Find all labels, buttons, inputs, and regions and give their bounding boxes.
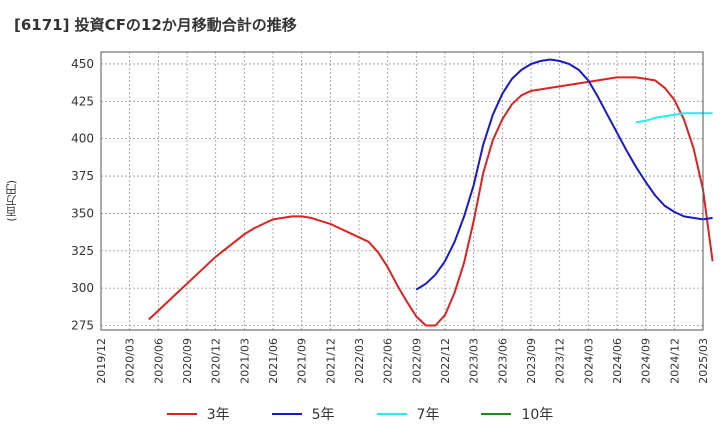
grid-layer bbox=[100, 52, 704, 330]
y-tick-label: 450 bbox=[71, 57, 94, 71]
legend-swatch bbox=[376, 413, 407, 415]
y-tick-label: 350 bbox=[71, 206, 94, 220]
legend-label: 5年 bbox=[311, 407, 335, 423]
legend-label: 10年 bbox=[521, 407, 554, 423]
x-tick-label: 2023/12 bbox=[554, 338, 567, 384]
legend-label: 7年 bbox=[416, 407, 440, 423]
x-tick-label: 2023/03 bbox=[468, 338, 481, 384]
x-tick-label: 2021/03 bbox=[238, 338, 251, 384]
axis-layer: 275 300 325 350 375 400 425 450 2019/12 2020/03 20… bbox=[71, 51, 710, 384]
y-tick-label: 375 bbox=[71, 169, 94, 183]
x-tick-label: 2019/12 bbox=[95, 338, 108, 384]
x-tick-label: 2020/12 bbox=[210, 338, 223, 384]
x-tick-label: 2025/03 bbox=[697, 338, 710, 384]
legend-item: 5年 bbox=[271, 404, 335, 424]
legend-swatch bbox=[166, 413, 197, 415]
x-tick-label: 2022/06 bbox=[382, 338, 395, 384]
x-tick-label: 2023/06 bbox=[496, 338, 509, 384]
legend: 3年 5年 7年 10年 bbox=[0, 404, 720, 424]
series-line-3年 bbox=[148, 76, 714, 327]
y-tick-label: 300 bbox=[71, 281, 94, 295]
x-tick-label: 2024/03 bbox=[582, 338, 595, 384]
x-tick-label: 2020/06 bbox=[152, 338, 165, 384]
series-layer bbox=[148, 58, 714, 327]
x-tick-label: 2020/03 bbox=[124, 338, 137, 384]
plot-frame bbox=[100, 51, 704, 331]
x-tick-label: 2021/12 bbox=[324, 338, 337, 384]
x-tick-label: 2022/09 bbox=[410, 338, 423, 384]
series-line-5年 bbox=[415, 58, 713, 291]
legend-item: 3年 bbox=[166, 404, 230, 424]
x-tick-label: 2023/09 bbox=[525, 338, 538, 384]
chart-title: [6171] 投資CFの12か月移動合計の推移 bbox=[14, 16, 297, 34]
series-line-7年 bbox=[635, 112, 713, 124]
legend-label: 3年 bbox=[206, 407, 230, 423]
y-tick-label: 325 bbox=[71, 244, 94, 258]
line-chart: 275 300 325 350 375 400 425 450 2019/12 2020/03 20… bbox=[71, 51, 714, 384]
x-tick-label: 2024/06 bbox=[611, 338, 624, 384]
legend-swatch bbox=[271, 413, 302, 415]
x-tick-label: 2022/03 bbox=[353, 338, 366, 384]
x-tick-label: 2024/09 bbox=[640, 338, 653, 384]
legend-item: 7年 bbox=[376, 404, 440, 424]
x-tick-label: 2024/12 bbox=[668, 338, 681, 384]
legend-swatch bbox=[481, 413, 512, 415]
x-tick-label: 2020/09 bbox=[181, 338, 194, 384]
legend-item: 10年 bbox=[481, 404, 553, 424]
x-tick-label: 2021/09 bbox=[296, 338, 309, 384]
y-tick-label: 275 bbox=[71, 319, 94, 333]
x-tick-label: 2021/06 bbox=[267, 338, 280, 384]
x-tick-label: 2022/12 bbox=[439, 338, 452, 384]
y-tick-label: 400 bbox=[71, 132, 94, 146]
y-tick-label: 425 bbox=[71, 94, 94, 108]
